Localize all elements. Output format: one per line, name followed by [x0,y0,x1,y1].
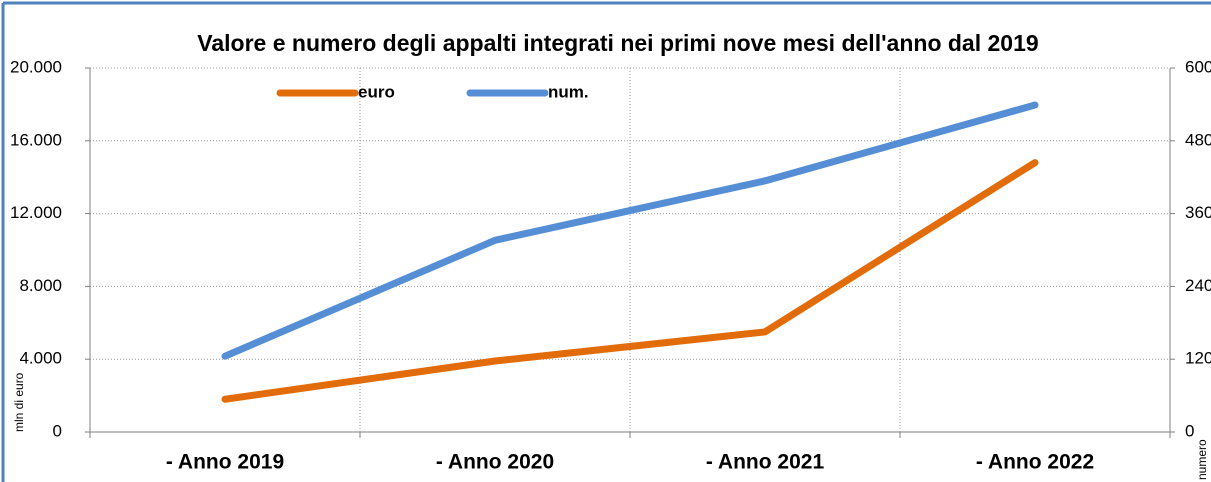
y-tick-label: 16.000 [10,130,62,149]
y2-tick-label: 600 [1185,57,1211,76]
chart-title: Valore e numero degli appalti integrati … [197,30,1038,56]
y2-tick-label: 240 [1185,276,1211,295]
x-tick-label: - Anno 2022 [976,451,1094,474]
series-line [221,101,1039,360]
x-tick-label: - Anno 2020 [436,451,554,474]
y2-tick-label: 480 [1185,130,1211,149]
legend-label: euro [358,82,395,101]
y-tick-label: 12.000 [10,203,62,222]
series-line [221,159,1039,403]
x-tick-label: - Anno 2021 [706,451,825,474]
y-tick-label: 0 [53,421,62,440]
y2-axis-label: numero [1195,439,1209,480]
y2-tick-label: 120 [1185,349,1211,368]
legend-label: num. [548,82,589,101]
y2-tick-label: 0 [1185,421,1194,440]
y-axis-label: mln di euro [12,372,26,432]
y-tick-label: 8.000 [19,276,62,295]
y-tick-label: 20.000 [10,57,62,76]
y-tick-label: 4.000 [19,349,62,368]
x-tick-label: - Anno 2019 [166,451,284,474]
y2-tick-label: 360 [1185,203,1211,222]
